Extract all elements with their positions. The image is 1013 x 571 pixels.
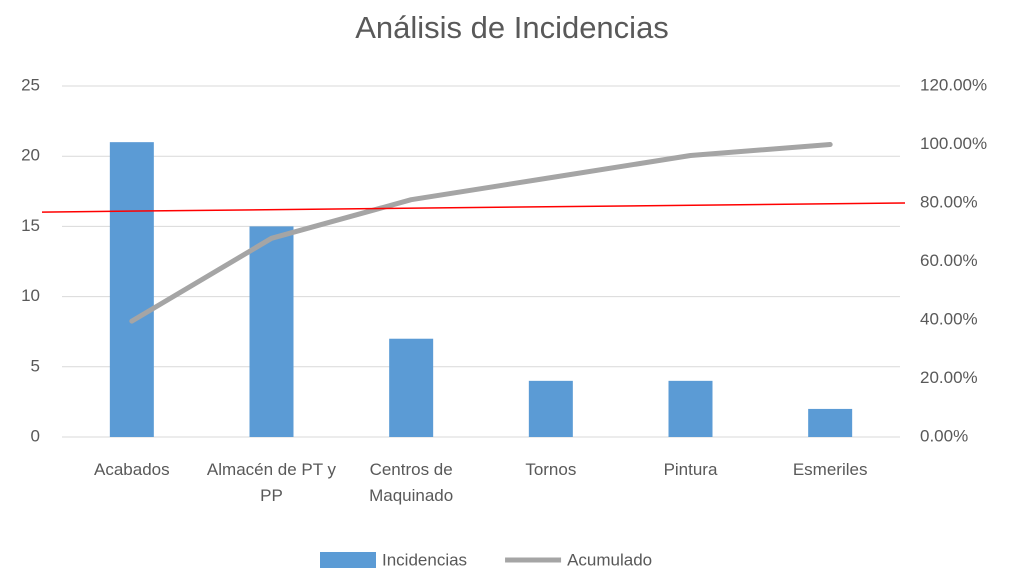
y-tick-label: 20: [21, 146, 40, 165]
reference-line: [41, 202, 906, 213]
chart-title: Análisis de Incidencias: [355, 10, 669, 45]
y2-tick-label: 20.00%: [920, 368, 978, 387]
y-tick-label: 0: [31, 426, 40, 445]
y2-tick-label: 40.00%: [920, 309, 978, 328]
legend-label: Acumulado: [567, 550, 652, 569]
y2-tick-label: 80.00%: [920, 192, 978, 211]
bar: [109, 142, 154, 437]
x-tick-label: Tornos: [525, 460, 577, 479]
bar: [389, 338, 434, 437]
bar: [808, 408, 853, 437]
x-tick-label: Esmeriles: [792, 460, 868, 479]
legend-label: Incidencias: [382, 550, 467, 569]
line-series: [129, 142, 833, 324]
y-tick-label: 5: [31, 356, 40, 375]
bar: [528, 380, 573, 437]
bar: [249, 226, 294, 437]
y2-tick-label: 60.00%: [920, 251, 978, 270]
y2-tick-label: 0.00%: [920, 426, 968, 445]
legend-swatch: [320, 552, 376, 568]
x-tick-label: Almacén de PT y PP: [206, 460, 337, 505]
bar: [668, 380, 713, 437]
y-tick-label: 10: [21, 286, 40, 305]
x-tick-label: Centros de Maquinado: [369, 460, 454, 505]
y-tick-label: 15: [21, 216, 40, 235]
y2-tick-label: 120.00%: [920, 75, 987, 94]
y2-tick-label: 100.00%: [920, 134, 987, 153]
x-tick-label: Pintura: [663, 460, 718, 479]
y-tick-label: 25: [21, 75, 40, 94]
x-tick-label: Acabados: [94, 460, 170, 479]
